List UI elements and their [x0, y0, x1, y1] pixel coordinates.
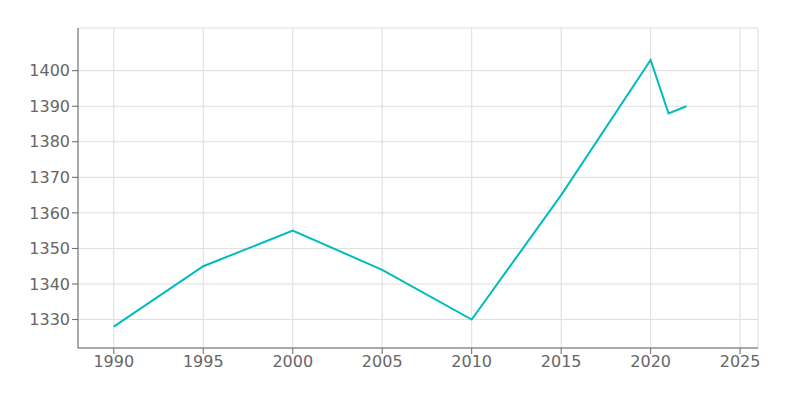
svg-text:2010: 2010 — [451, 352, 492, 371]
svg-text:1350: 1350 — [29, 239, 70, 258]
svg-text:2005: 2005 — [362, 352, 403, 371]
svg-text:1400: 1400 — [29, 61, 70, 80]
svg-text:2025: 2025 — [720, 352, 761, 371]
svg-text:1370: 1370 — [29, 168, 70, 187]
svg-text:1390: 1390 — [29, 97, 70, 116]
svg-text:2015: 2015 — [541, 352, 582, 371]
svg-text:1340: 1340 — [29, 275, 70, 294]
svg-text:2000: 2000 — [272, 352, 313, 371]
svg-text:1995: 1995 — [183, 352, 224, 371]
svg-text:1990: 1990 — [93, 352, 134, 371]
svg-text:1360: 1360 — [29, 204, 70, 223]
svg-text:1330: 1330 — [29, 310, 70, 329]
svg-text:1380: 1380 — [29, 132, 70, 151]
svg-text:2020: 2020 — [630, 352, 671, 371]
